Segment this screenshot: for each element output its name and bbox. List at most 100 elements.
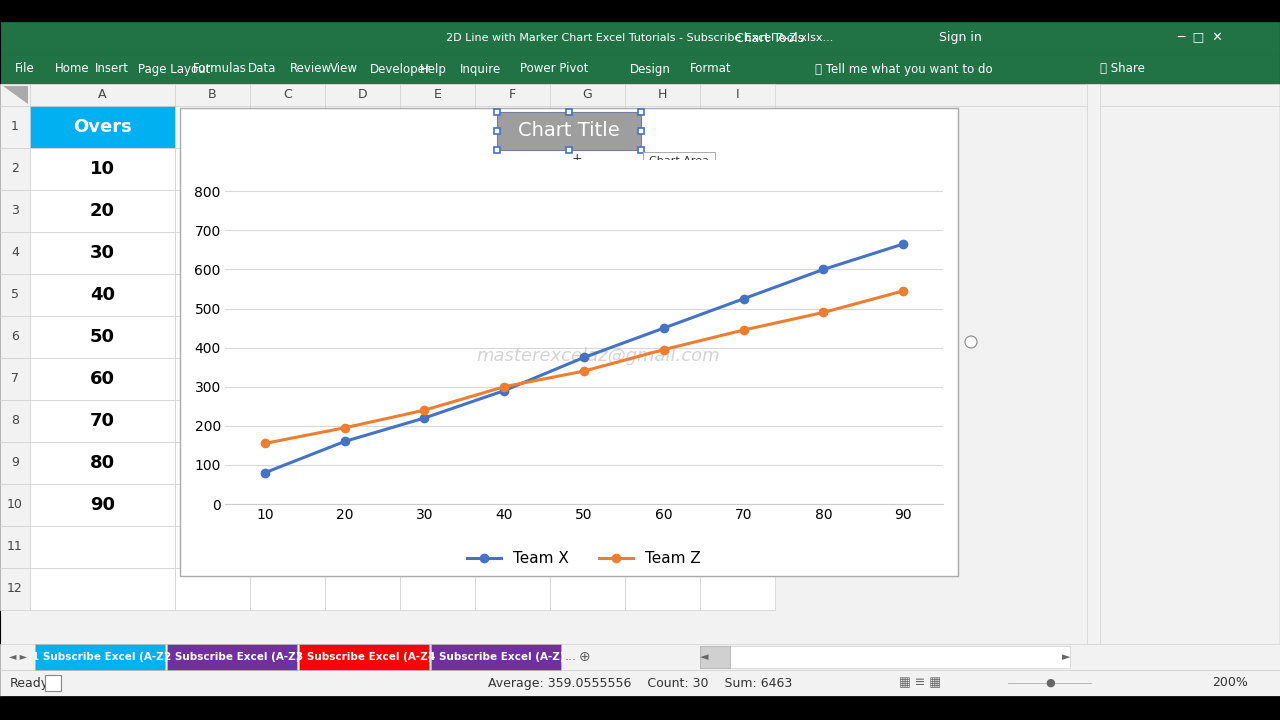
Bar — [29, 190, 175, 232]
Bar — [29, 84, 175, 106]
Text: F: F — [509, 89, 516, 102]
Line: Team Z: Team Z — [261, 287, 908, 448]
Bar — [475, 442, 550, 484]
Bar — [0, 22, 1280, 54]
Bar — [0, 400, 29, 442]
Bar — [550, 400, 625, 442]
Text: 30: 30 — [90, 244, 115, 262]
Bar — [300, 644, 429, 670]
Bar — [0, 54, 1280, 84]
Bar — [0, 84, 29, 106]
Bar — [399, 568, 475, 610]
Bar — [0, 568, 29, 610]
Bar — [475, 274, 550, 316]
Bar — [325, 568, 399, 610]
Text: 4 Subscribe Excel (A-Z): 4 Subscribe Excel (A-Z) — [428, 652, 564, 662]
Bar — [399, 442, 475, 484]
Bar — [175, 148, 250, 190]
Bar — [700, 274, 774, 316]
Text: Power Pivot: Power Pivot — [520, 63, 589, 76]
Bar — [399, 400, 475, 442]
Bar — [700, 526, 774, 568]
Bar — [700, 568, 774, 610]
Text: Data: Data — [248, 63, 276, 76]
Bar — [0, 274, 29, 316]
Bar — [180, 108, 957, 576]
Text: Format: Format — [690, 63, 732, 76]
Text: 4: 4 — [12, 246, 19, 259]
Text: ─────────────────: ───────────────── — [1007, 678, 1093, 688]
Bar — [475, 400, 550, 442]
Bar — [325, 190, 399, 232]
Bar — [175, 232, 250, 274]
Bar — [550, 358, 625, 400]
Bar — [700, 484, 774, 526]
Bar — [550, 316, 625, 358]
Text: 200%: 200% — [1212, 677, 1248, 690]
Bar — [250, 148, 325, 190]
Bar — [494, 128, 500, 134]
Bar — [399, 190, 475, 232]
Text: 20: 20 — [90, 202, 115, 220]
Bar — [625, 442, 700, 484]
Bar — [325, 274, 399, 316]
Text: View: View — [330, 63, 358, 76]
Text: Chart Title: Chart Title — [518, 122, 620, 140]
Bar — [399, 484, 475, 526]
Text: 🔍 Tell me what you want to do: 🔍 Tell me what you want to do — [815, 63, 992, 76]
Bar — [566, 109, 572, 115]
Text: ...: ... — [564, 650, 577, 664]
Text: 40: 40 — [90, 286, 115, 304]
Bar — [29, 442, 175, 484]
Bar — [35, 644, 165, 670]
Bar — [700, 646, 1070, 668]
Bar — [175, 316, 250, 358]
Text: 2 Subscribe Excel (A-Z): 2 Subscribe Excel (A-Z) — [164, 652, 301, 662]
Bar — [175, 84, 250, 106]
Bar — [250, 106, 325, 148]
Bar — [700, 190, 774, 232]
Bar — [29, 274, 175, 316]
Bar — [175, 358, 250, 400]
Bar — [0, 696, 1280, 720]
Text: Developer: Developer — [370, 63, 431, 76]
Bar — [700, 316, 774, 358]
Text: 10: 10 — [90, 160, 115, 178]
Bar — [494, 109, 500, 115]
Bar — [700, 84, 774, 106]
Bar — [497, 112, 641, 150]
Bar — [29, 400, 175, 442]
Bar — [250, 484, 325, 526]
Bar — [29, 526, 175, 568]
Bar — [625, 568, 700, 610]
Text: ⊕: ⊕ — [579, 650, 591, 664]
Text: 80: 80 — [90, 454, 115, 472]
Bar — [325, 484, 399, 526]
Bar — [325, 400, 399, 442]
Text: Formulas: Formulas — [193, 63, 247, 76]
Bar — [475, 358, 550, 400]
Bar — [250, 84, 325, 106]
Bar — [250, 190, 325, 232]
Text: C: C — [283, 89, 292, 102]
Bar — [175, 400, 250, 442]
Bar — [625, 484, 700, 526]
Bar — [399, 316, 475, 358]
Text: 1: 1 — [12, 120, 19, 133]
Bar — [250, 358, 325, 400]
Bar — [550, 232, 625, 274]
Team X — [736, 294, 751, 303]
Bar — [550, 484, 625, 526]
Text: Home: Home — [55, 63, 90, 76]
Team Z — [576, 366, 591, 375]
Bar — [550, 106, 625, 148]
Text: 60: 60 — [90, 370, 115, 388]
Text: 3: 3 — [12, 204, 19, 217]
Bar — [566, 147, 572, 153]
Bar — [0, 0, 1280, 22]
Text: A: A — [99, 89, 106, 102]
Bar — [625, 526, 700, 568]
Bar — [325, 148, 399, 190]
Text: Page Layout: Page Layout — [138, 63, 210, 76]
Text: E: E — [434, 89, 442, 102]
